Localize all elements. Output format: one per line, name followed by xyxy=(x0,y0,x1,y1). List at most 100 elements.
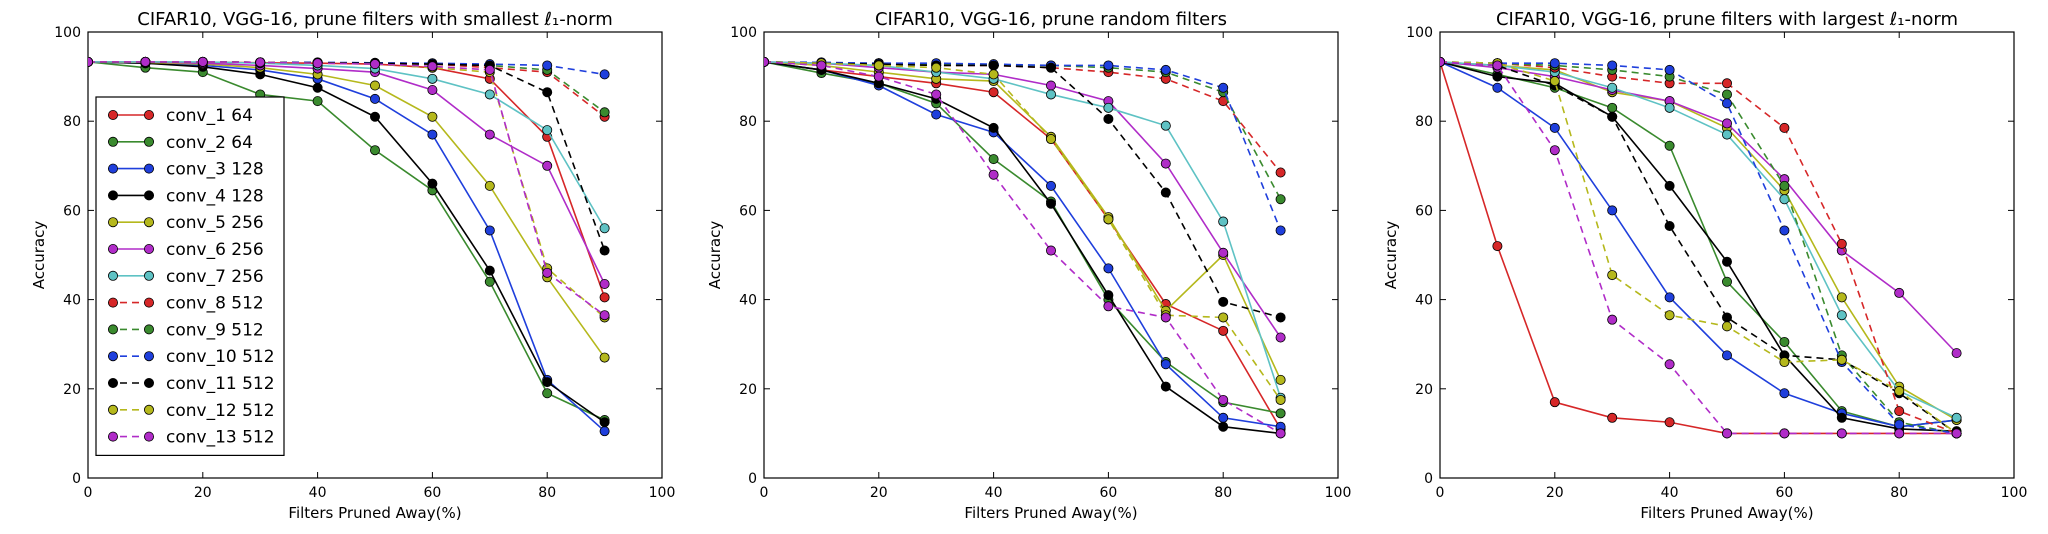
legend-marker xyxy=(108,297,119,308)
chart-panel-random: CIFAR10, VGG-16, prune random filters 0 2… xyxy=(706,9,1351,522)
legend-label: conv_12 512 xyxy=(166,401,275,421)
data-point xyxy=(1664,221,1675,232)
data-point xyxy=(1836,292,1847,303)
y-tick-label: 100 xyxy=(1406,25,1433,41)
data-point xyxy=(1549,76,1560,87)
series-layer xyxy=(1440,56,1962,439)
data-point xyxy=(369,59,380,70)
data-point xyxy=(369,111,380,122)
series-line xyxy=(1440,61,1957,435)
data-point xyxy=(1722,350,1733,361)
y-tick-label: 60 xyxy=(63,203,81,219)
data-point xyxy=(1046,89,1057,100)
data-point xyxy=(599,426,610,437)
x-tick-label: 60 xyxy=(1775,485,1793,501)
y-axis-label: Accuracy xyxy=(706,221,724,290)
legend-marker xyxy=(143,431,154,442)
x-tick-label: 80 xyxy=(1890,485,1908,501)
data-point xyxy=(427,73,438,84)
data-point xyxy=(599,69,610,80)
data-point xyxy=(1275,167,1286,178)
chart-title: CIFAR10, VGG-16, prune filters with larg… xyxy=(1496,9,1958,30)
data-point xyxy=(1664,310,1675,321)
data-point xyxy=(1046,180,1057,191)
series-line xyxy=(764,61,1282,231)
legend-marker xyxy=(143,243,154,254)
data-point xyxy=(1218,296,1229,307)
data-point xyxy=(1894,406,1905,417)
data-point xyxy=(484,64,495,75)
data-point xyxy=(1440,56,1445,67)
series-line xyxy=(764,61,1281,428)
data-point xyxy=(1779,180,1790,191)
data-point xyxy=(1275,332,1286,343)
data-point xyxy=(1549,145,1560,156)
data-point xyxy=(1160,312,1171,323)
series-line xyxy=(1440,61,1957,435)
data-point xyxy=(369,93,380,104)
data-point xyxy=(542,377,553,388)
data-point xyxy=(1951,412,1962,423)
series-line xyxy=(764,61,1282,338)
chart-panel-smallest-l1: CIFAR10, VGG-16, prune filters with smal… xyxy=(30,9,675,522)
data-point xyxy=(1722,118,1733,129)
chart-title: CIFAR10, VGG-16, prune random filters xyxy=(875,9,1227,30)
data-point xyxy=(427,129,438,140)
legend-item: conv_2 64 xyxy=(108,133,253,153)
legend-label: conv_9 512 xyxy=(166,320,264,340)
data-point xyxy=(599,352,610,363)
data-point xyxy=(1607,270,1618,281)
data-point xyxy=(1894,386,1905,397)
data-point xyxy=(1951,348,1962,359)
data-point xyxy=(988,87,999,98)
data-point xyxy=(1275,194,1286,205)
data-point xyxy=(1779,357,1790,368)
data-point xyxy=(197,56,208,67)
series-line xyxy=(1440,61,1957,419)
data-point xyxy=(1103,60,1114,71)
data-point xyxy=(1160,381,1171,392)
data-point xyxy=(988,69,999,80)
legend-item: conv_3 128 xyxy=(108,160,264,180)
x-tick-label: 80 xyxy=(538,485,556,501)
data-point xyxy=(1103,214,1114,225)
data-point xyxy=(988,169,999,180)
series-line xyxy=(1440,61,1958,435)
data-point xyxy=(1664,180,1675,191)
data-point xyxy=(88,56,93,67)
data-point xyxy=(1607,314,1618,325)
data-point xyxy=(484,265,495,276)
legend-marker xyxy=(143,163,154,174)
data-point xyxy=(1836,238,1847,249)
data-point xyxy=(599,310,610,321)
legend-marker xyxy=(143,190,154,201)
data-point xyxy=(140,56,151,67)
legend-item: conv_5 256 xyxy=(108,213,264,233)
data-point xyxy=(1722,321,1733,332)
data-point xyxy=(1664,292,1675,303)
x-axis-label: Filters Pruned Away(%) xyxy=(1640,504,1813,522)
series-line xyxy=(88,61,605,421)
series-line xyxy=(1440,61,1957,432)
data-point xyxy=(1664,417,1675,428)
data-point xyxy=(369,80,380,91)
data-point xyxy=(1607,205,1618,216)
series-conv_13-512 xyxy=(88,56,610,321)
data-point xyxy=(484,89,495,100)
data-point xyxy=(1779,225,1790,236)
legend-marker xyxy=(108,110,119,121)
data-point xyxy=(1046,62,1057,73)
data-point xyxy=(599,278,610,289)
data-point xyxy=(1218,312,1229,323)
data-point xyxy=(1218,412,1229,423)
data-point xyxy=(369,145,380,156)
data-point xyxy=(1103,102,1114,113)
legend-item: conv_12 512 xyxy=(108,401,275,421)
legend-item: conv_13 512 xyxy=(108,428,275,448)
legend-label: conv_2 64 xyxy=(166,133,253,153)
legend-marker xyxy=(143,377,154,388)
data-point xyxy=(599,107,610,118)
data-point xyxy=(1549,122,1560,133)
data-point xyxy=(873,60,884,71)
x-axis-label: Filters Pruned Away(%) xyxy=(288,504,461,522)
